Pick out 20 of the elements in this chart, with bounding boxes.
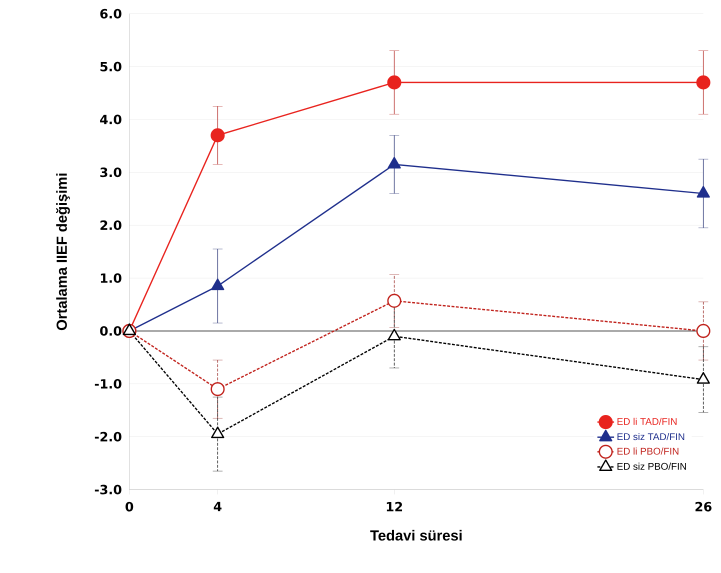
y-tick-label: -2.0 <box>94 432 122 442</box>
legend-label: ED li PBO/FIN <box>618 448 678 455</box>
x-axis-title: Tedavi süresi <box>370 530 462 541</box>
y-tick-label: -1.0 <box>94 379 122 389</box>
y-tick-label: 4.0 <box>100 114 122 124</box>
y-tick-label: 1.0 <box>100 273 122 283</box>
legend-label: ED siz PBO/FIN <box>618 462 686 470</box>
x-tick-label: 26 <box>696 502 712 512</box>
y-tick-label: 0.0 <box>100 326 122 336</box>
legend-label: ED li TAD/FIN <box>618 418 677 425</box>
y-axis-title: Ortalama IIEF değişimi <box>56 174 70 330</box>
x-tick-label: 4 <box>214 502 222 512</box>
y-tick-label: 2.0 <box>100 220 122 230</box>
y-tick-label: 5.0 <box>100 62 122 72</box>
x-tick-label: 0 <box>126 502 134 512</box>
legend-label: ED siz TAD/FIN <box>618 432 684 440</box>
x-tick-label: 12 <box>386 502 402 512</box>
y-tick-label: 6.0 <box>100 8 122 19</box>
y-tick-label: -3.0 <box>94 484 122 494</box>
y-tick-label: 3.0 <box>100 168 122 178</box>
